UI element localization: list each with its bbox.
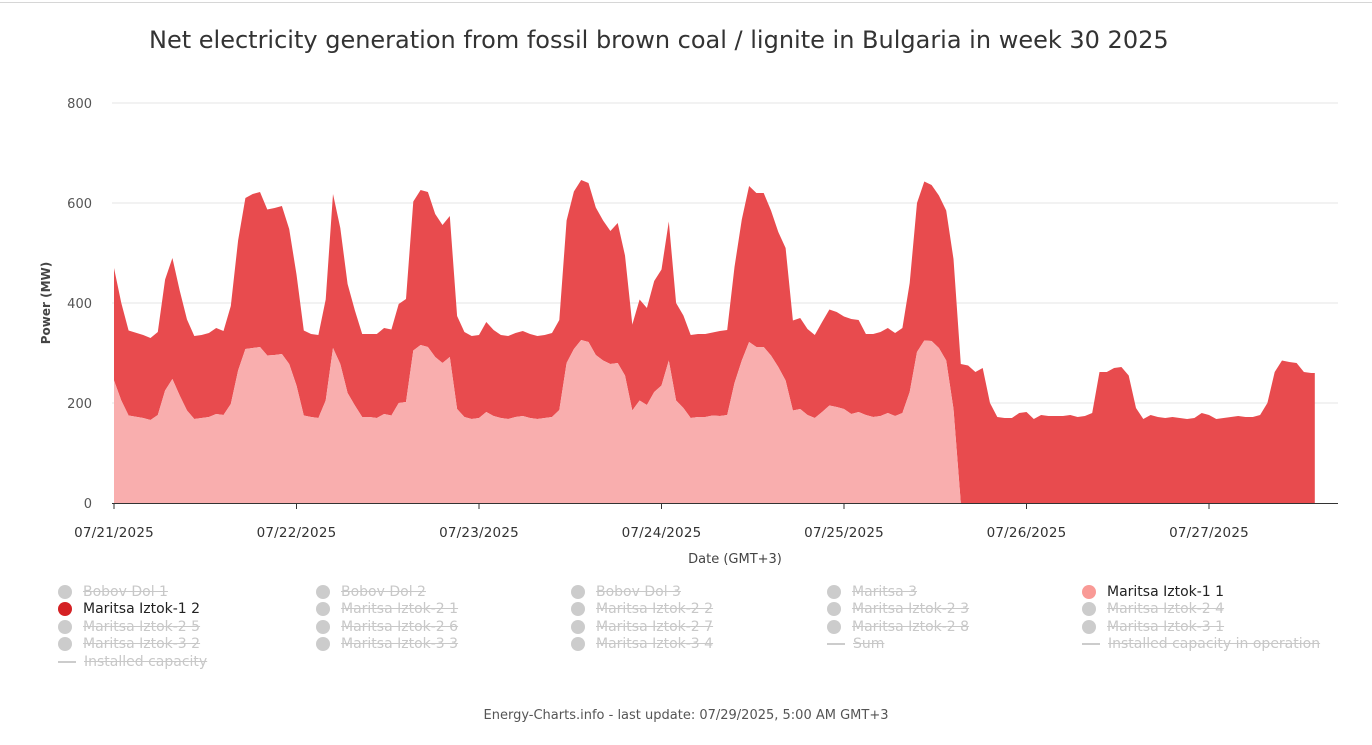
legend-label: Bobov Dol 3 [596,583,681,600]
legend-dot-symbol [1082,584,1096,599]
legend-dot-symbol [316,584,330,599]
legend-label: Maritsa Iztok-3 2 [83,636,201,652]
series-areas[interactable] [114,180,1315,503]
x-tick-label: 07/24/2025 [622,525,702,541]
legend-label: Maritsa Iztok-2 8 [852,618,970,635]
legend-item-maritsa-iztok-3-3[interactable]: Maritsa Iztok-3 3 [316,636,458,653]
legend-label: Bobov Dol 1 [83,583,168,600]
legend-label: Maritsa Iztok-3 3 [341,636,459,652]
y-tick-label: 800 [67,97,92,112]
legend-item-maritsa-iztok-3-2[interactable]: Maritsa Iztok-3 2 [58,636,200,653]
legend-item-maritsa-iztok-2-6[interactable]: Maritsa Iztok-2 6 [316,618,458,635]
legend-label: Maritsa Iztok-1 1 [1107,583,1225,600]
legend-item-maritsa-iztok-3-1[interactable]: Maritsa Iztok-3 1 [1082,618,1224,635]
legend-dot-symbol [571,584,585,599]
legend-item-maritsa-iztok-2-3[interactable]: Maritsa Iztok-2 3 [827,601,969,618]
legend-label: Maritsa Iztok-2 7 [596,618,714,635]
legend-line-symbol [827,643,845,645]
legend-item-bobov-dol-3[interactable]: Bobov Dol 3 [571,583,681,600]
y-tick-label: 400 [67,297,92,312]
legend-dot-symbol [58,619,72,634]
legend-label: Maritsa Iztok-3 4 [596,636,714,652]
x-tick-label: 07/23/2025 [439,525,519,541]
footer-update-note: Energy-Charts.info - last update: 07/29/… [483,708,889,723]
legend-item-maritsa-iztok-2-5[interactable]: Maritsa Iztok-2 5 [58,618,200,635]
legend-dot-symbol [58,602,72,616]
legend-label: Maritsa Iztok-2 6 [341,618,459,635]
legend-label: Bobov Dol 2 [341,583,426,600]
y-axis-title: Power (MW) [39,262,53,345]
legend-label: Maritsa Iztok-2 1 [341,601,459,617]
chart-title: Net electricity generation from fossil b… [149,26,1169,54]
legend-label: Maritsa Iztok-2 5 [83,618,201,635]
legend-label: Maritsa Iztok-2 3 [852,601,970,617]
legend-dot-symbol [827,602,841,616]
legend-item-installed-capacity-in-operation[interactable]: Installed capacity in operation [1082,636,1320,653]
legend-dot-symbol [316,619,330,634]
legend-item-maritsa-iztok-2-1[interactable]: Maritsa Iztok-2 1 [316,601,458,618]
legend-dot-symbol [571,602,585,616]
legend-item-maritsa-iztok-2-2[interactable]: Maritsa Iztok-2 2 [571,601,713,618]
area-maritsa-iztok-1-1[interactable] [114,340,961,503]
legend-item-maritsa-iztok-1-2[interactable]: Maritsa Iztok-1 2 [58,601,200,618]
legend-item-maritsa-iztok-1-1[interactable]: Maritsa Iztok-1 1 [1082,583,1224,600]
legend-line-symbol [58,660,76,663]
legend-label: Maritsa Iztok-3 1 [1107,618,1225,635]
legend-item-maritsa-iztok-2-7[interactable]: Maritsa Iztok-2 7 [571,618,713,635]
y-tick-label: 200 [67,397,92,412]
legend-dot-symbol [58,637,72,651]
x-tick-label: 07/25/2025 [804,525,884,541]
legend-label: Installed capacity in operation [1108,636,1321,652]
legend-dot-symbol [571,637,585,651]
legend-line-symbol [1082,643,1100,645]
legend-item-maritsa-iztok-2-8[interactable]: Maritsa Iztok-2 8 [827,618,969,635]
legend-item-installed-capacity[interactable]: Installed capacity [58,653,207,670]
legend-dot-symbol [571,619,585,634]
y-tick-label: 600 [67,197,92,212]
legend-label: Installed capacity [84,653,208,670]
x-tick-label: 07/27/2025 [1169,525,1249,541]
legend-dot-symbol [316,602,330,616]
x-tick-label: 07/26/2025 [987,525,1067,541]
legend-label: Maritsa Iztok-2 2 [596,601,714,617]
legend-label: Maritsa 3 [852,583,918,600]
x-tick-label: 07/22/2025 [257,525,337,541]
y-tick-label: 0 [84,497,92,512]
legend-dot-symbol [1082,602,1096,616]
legend-item-bobov-dol-1[interactable]: Bobov Dol 1 [58,583,168,600]
legend-label: Maritsa Iztok-2 4 [1107,601,1225,617]
legend-item-maritsa-3[interactable]: Maritsa 3 [827,583,917,600]
y-axis-ticks: 0 200 400 600 800 [67,97,92,512]
legend-item-bobov-dol-2[interactable]: Bobov Dol 2 [316,583,426,600]
legend-dot-symbol [1082,619,1096,634]
legend-dot-symbol [316,637,330,651]
legend-item-maritsa-iztok-3-4[interactable]: Maritsa Iztok-3 4 [571,636,713,653]
legend-label: Maritsa Iztok-1 2 [83,601,201,617]
chart-area[interactable]: 0 200 400 600 800 07/21/2025 07/22/2025 07/23/… [0,0,1372,600]
legend-label: Sum [853,636,885,652]
top-border [0,2,1372,3]
legend-dot-symbol [58,584,72,599]
legend-item-sum[interactable]: Sum [827,636,884,653]
legend-item-maritsa-iztok-2-4[interactable]: Maritsa Iztok-2 4 [1082,601,1224,618]
x-axis-ticks: 07/21/2025 07/22/2025 07/23/2025 07/24/2025… [74,503,1249,541]
x-tick-label: 07/21/2025 [74,525,154,541]
area-maritsa-iztok-1-2[interactable] [114,180,1315,503]
legend-dot-symbol [827,584,841,599]
x-axis-title: Date (GMT+3) [688,552,782,567]
legend-dot-symbol [827,619,841,634]
